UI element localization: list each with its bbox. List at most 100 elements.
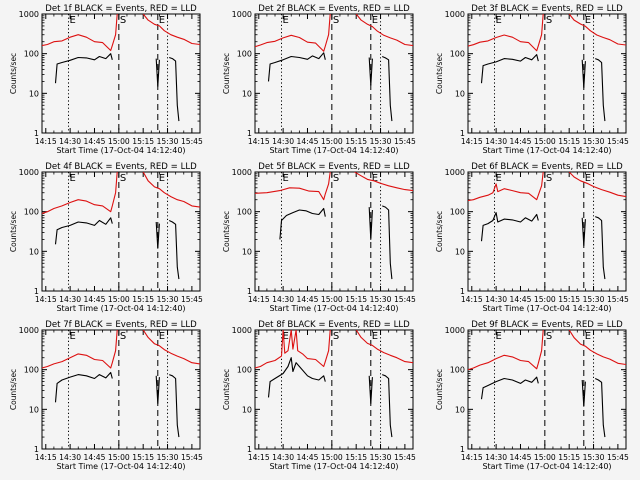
y-tick-label: 1 bbox=[247, 445, 252, 454]
plot-frame bbox=[467, 329, 627, 450]
lld-line-segment bbox=[355, 330, 413, 364]
x-tick-label: 15:45 bbox=[607, 295, 629, 304]
events-line-segment bbox=[595, 216, 606, 280]
x-tick-label: 14:30 bbox=[272, 295, 294, 304]
y-tick-label: 10 bbox=[29, 247, 39, 256]
plot-frame bbox=[254, 13, 414, 134]
x-tick-label: 15:00 bbox=[108, 137, 130, 146]
y-tick-label: 1000 bbox=[19, 326, 39, 335]
x-tick-label: 15:45 bbox=[181, 453, 203, 462]
time-marker-label: E bbox=[372, 173, 378, 184]
series-group bbox=[468, 14, 626, 122]
x-tick-label: 14:45 bbox=[510, 295, 532, 304]
y-axis-label: Counts/sec bbox=[9, 211, 18, 252]
x-axis-label: Start Time (17-Oct-04 14:12:40) bbox=[482, 462, 611, 471]
events-line-segment bbox=[368, 207, 373, 240]
x-tick-label: 14:45 bbox=[510, 137, 532, 146]
y-tick-label: 1000 bbox=[19, 10, 39, 19]
time-marker-label: E bbox=[159, 173, 165, 184]
events-line-segment bbox=[382, 374, 393, 438]
y-tick-label: 10 bbox=[455, 247, 465, 256]
x-tick-label: 15:00 bbox=[321, 137, 343, 146]
series-group bbox=[255, 14, 413, 122]
y-tick-label: 100 bbox=[24, 50, 39, 59]
x-tick-label: 14:30 bbox=[59, 137, 81, 146]
y-tick-label: 100 bbox=[450, 366, 465, 375]
plot-frame bbox=[254, 171, 414, 292]
y-tick-label: 100 bbox=[237, 366, 252, 375]
lld-line-segment bbox=[142, 172, 200, 208]
y-tick-label: 10 bbox=[242, 405, 252, 414]
events-line-segment bbox=[595, 58, 606, 122]
y-tick-label: 1 bbox=[34, 445, 39, 454]
series-group bbox=[255, 172, 413, 280]
x-tick-label: 14:15 bbox=[461, 453, 483, 462]
y-tick-label: 1 bbox=[247, 129, 252, 138]
y-tick-label: 100 bbox=[237, 208, 252, 217]
x-tick-label: 15:00 bbox=[108, 453, 130, 462]
x-tick-label: 15:30 bbox=[583, 295, 605, 304]
events-line-segment bbox=[155, 58, 160, 87]
x-tick-label: 14:30 bbox=[272, 137, 294, 146]
plot-frame bbox=[467, 13, 627, 134]
x-tick-label: 15:15 bbox=[345, 295, 367, 304]
x-tick-label: 15:30 bbox=[157, 137, 179, 146]
chart-title: Det 1f BLACK = Events, RED = LLD bbox=[45, 4, 197, 14]
x-tick-label: 14:15 bbox=[35, 295, 57, 304]
events-line-segment bbox=[169, 374, 180, 438]
x-tick-label: 14:45 bbox=[84, 137, 106, 146]
y-tick-label: 100 bbox=[24, 366, 39, 375]
y-axis-label: Counts/sec bbox=[435, 211, 444, 252]
time-marker-label: E bbox=[70, 173, 76, 184]
events-line-segment bbox=[581, 379, 586, 407]
series-group bbox=[468, 330, 626, 438]
lld-line-segment bbox=[568, 172, 626, 198]
x-axis-label: Start Time (17-Oct-04 14:12:40) bbox=[269, 462, 398, 471]
lld-line-segment bbox=[42, 330, 118, 369]
x-tick-label: 15:30 bbox=[157, 295, 179, 304]
y-axis-label: Counts/sec bbox=[222, 369, 231, 410]
x-tick-label: 14:30 bbox=[485, 295, 507, 304]
x-tick-label: 14:30 bbox=[485, 137, 507, 146]
y-tick-label: 10 bbox=[455, 89, 465, 98]
events-line-segment bbox=[581, 217, 586, 247]
lld-line-segment bbox=[568, 330, 626, 366]
time-marker-label: S bbox=[120, 15, 126, 26]
y-tick-label: 10 bbox=[29, 89, 39, 98]
events-line-segment bbox=[279, 207, 326, 240]
lld-line-segment bbox=[255, 172, 331, 201]
chart-title: Det 5f BLACK = Events, RED = LLD bbox=[258, 162, 410, 172]
time-marker-label: E bbox=[496, 331, 502, 342]
lld-line-segment bbox=[568, 14, 626, 46]
y-tick-label: 1 bbox=[34, 287, 39, 296]
x-axis-label: Start Time (17-Oct-04 14:12:40) bbox=[482, 146, 611, 155]
series-group bbox=[468, 172, 626, 280]
lld-line-segment bbox=[354, 172, 413, 192]
chart-title: Det 2f BLACK = Events, RED = LLD bbox=[258, 4, 410, 14]
plot-frame bbox=[41, 13, 201, 134]
lld-line-segment bbox=[142, 330, 200, 365]
plot-frame bbox=[41, 329, 201, 450]
lld-line-segment bbox=[42, 172, 118, 215]
events-line-segment bbox=[480, 54, 539, 84]
y-axis-label: Counts/sec bbox=[222, 53, 231, 94]
time-marker-label: E bbox=[283, 173, 289, 184]
x-tick-label: 15:45 bbox=[181, 295, 203, 304]
x-tick-label: 15:15 bbox=[558, 295, 580, 304]
time-marker-label: S bbox=[333, 15, 339, 26]
x-tick-label: 15:30 bbox=[370, 453, 392, 462]
y-tick-label: 1 bbox=[247, 287, 252, 296]
events-line-segment bbox=[54, 217, 113, 245]
time-marker-label: E bbox=[585, 331, 591, 342]
series-group bbox=[42, 172, 200, 280]
x-tick-label: 15:15 bbox=[345, 453, 367, 462]
time-marker-label: E bbox=[159, 15, 165, 26]
x-tick-label: 15:45 bbox=[394, 137, 416, 146]
y-tick-label: 100 bbox=[237, 50, 252, 59]
time-marker-label: S bbox=[333, 331, 339, 342]
